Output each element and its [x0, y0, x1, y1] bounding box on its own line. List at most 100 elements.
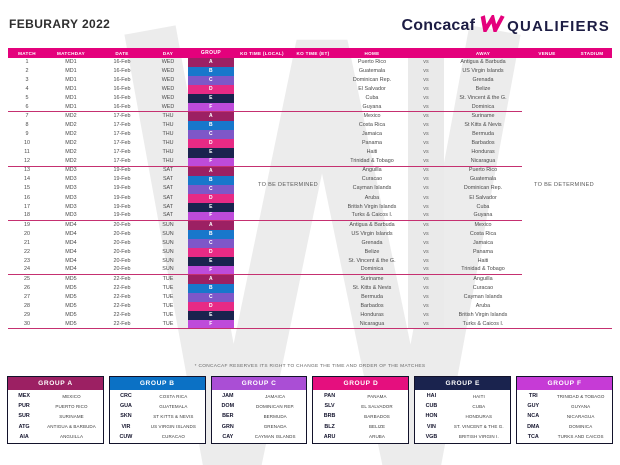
away-team: Jamaica — [472, 239, 494, 246]
legend-team-row: GRN GRENADA — [212, 422, 307, 432]
ko-et-value — [290, 130, 336, 139]
team-code: BRB — [323, 413, 336, 420]
team-name: US VIRGIN ISLANDS — [150, 424, 196, 430]
venue-value — [522, 248, 572, 257]
venue-value — [522, 212, 572, 221]
match-number: 14 — [24, 176, 30, 183]
group-legend-box: GROUP C JAM JAMAICA DOM DOMINICAN REP. B… — [210, 376, 308, 444]
header-matchday: MATCHDAY — [57, 50, 85, 56]
team-name: EL SALVADOR — [361, 403, 393, 409]
match-number: 28 — [24, 303, 30, 310]
stadium-value — [572, 67, 612, 76]
ko-et-value — [290, 239, 336, 248]
date-value: 17-Feb — [113, 122, 131, 129]
date-value: 19-Feb — [113, 203, 131, 210]
table-row: 7 MD2 17-Feb THU A Mexico vs Suriname — [8, 112, 612, 122]
match-number: 7 — [25, 113, 29, 120]
ko-et-value — [290, 76, 336, 85]
venue-value — [522, 158, 572, 167]
match-number: 27 — [24, 294, 30, 301]
matchday-value: MD2 — [65, 131, 77, 138]
vs-label: vs — [408, 220, 444, 230]
groups-legend: GROUP A MEX MEXICO PUR PUERTO RICO SUR S… — [7, 376, 613, 444]
group-box-header: GROUP F — [517, 377, 612, 390]
legend-team-row: JAM JAMAICA — [212, 391, 307, 401]
day-value: THU — [148, 158, 188, 167]
home-team: British Virgin Islands — [347, 203, 397, 210]
venue-value — [522, 94, 572, 103]
home-team: Guatemala — [358, 67, 386, 74]
group-box-header: GROUP E — [415, 377, 511, 390]
away-team: Honduras — [471, 149, 495, 156]
table-row: 4 MD1 16-Feb WED D El Salvador vs Belize — [8, 85, 612, 95]
stadium-value — [572, 76, 612, 85]
ko-et-value — [290, 275, 336, 284]
ko-et-value — [290, 320, 336, 330]
table-row: 10 MD2 17-Feb THU D Panama vs Barbados — [8, 139, 612, 149]
legend-team-row: CUW CURACAO — [110, 432, 205, 442]
ko-local-value — [234, 85, 290, 94]
group-legend-box: GROUP B CRC COSTA RICA GUA GUATEMALA SKN… — [108, 376, 206, 444]
group-box-title: GROUP D — [343, 380, 379, 387]
header-venue: VENUE — [538, 50, 556, 56]
header-away: AWAY — [475, 50, 491, 56]
venue-value — [522, 257, 572, 266]
table-row: 26 MD5 22-Feb TUE B St. Kitts & Nevis vs… — [8, 284, 612, 294]
group-legend-box: GROUP F TRI TRINIDAD & TOBAGO GUY GUYANA… — [516, 376, 613, 444]
group-pill: F — [188, 320, 234, 330]
matchday-value: MD3 — [65, 194, 77, 201]
vs-label: vs — [408, 121, 444, 131]
day-value: TUE — [162, 284, 174, 291]
team-name: MEXICO — [62, 393, 81, 399]
group-pill: A — [188, 220, 234, 230]
legend-team-row: GUA GUATEMALA — [110, 401, 205, 411]
ko-local-value — [234, 103, 290, 113]
matchday-value: MD4 — [46, 266, 96, 276]
group-pill: A — [188, 166, 234, 176]
match-number: 2 — [25, 67, 29, 74]
stadium-value — [572, 320, 612, 330]
group-pill: C — [188, 293, 234, 303]
away-team: Dominican Rep. — [463, 185, 503, 192]
date-value: 22-Feb — [113, 312, 131, 319]
matchday-value: MD5 — [65, 284, 77, 291]
logo-suffix-text: QUALIFIERS — [507, 17, 610, 35]
venue-value — [522, 112, 572, 121]
stadium-value — [572, 167, 612, 176]
team-code: TRI — [528, 393, 538, 400]
day-value: SAT — [162, 203, 174, 210]
match-number: 15 — [24, 185, 30, 192]
ko-local-value — [234, 130, 290, 139]
vs-label: vs — [408, 302, 444, 312]
home-team: Dominica — [336, 266, 408, 276]
match-number: 19 — [24, 221, 30, 228]
date-value: 22-Feb — [113, 294, 131, 301]
legend-team-row: SKN ST KITTS & NEVIS — [110, 411, 205, 421]
venue-value — [522, 239, 572, 248]
ko-local-value — [234, 212, 290, 221]
ko-local-value — [234, 266, 290, 276]
team-name: COSTA RICA — [159, 393, 188, 399]
home-team: Costa Rica — [358, 122, 386, 129]
vs-label: vs — [408, 257, 444, 267]
match-number: 24 — [8, 266, 46, 276]
vs-label: vs — [408, 67, 444, 77]
home-team: El Salvador — [358, 85, 386, 92]
date-value: 20-Feb — [113, 257, 131, 264]
team-code: GUY — [527, 403, 540, 410]
team-name: BARBADOS — [364, 413, 390, 419]
team-name: ANGUILLA — [59, 434, 84, 440]
match-number: 5 — [25, 95, 29, 101]
matchday-value: MD2 — [65, 113, 77, 120]
vs-label: vs — [408, 175, 444, 185]
legend-team-row: DMA DOMINICA — [517, 422, 612, 432]
ko-local-value — [234, 203, 290, 212]
away-team: Belize — [475, 85, 491, 92]
tbd-venues: TO BE DETERMINED — [533, 182, 595, 188]
team-code: TCA — [527, 433, 539, 440]
table-row: 30 MD5 22-Feb TUE F Nicaragua vs Turks &… — [8, 320, 612, 330]
ko-et-value — [290, 139, 336, 148]
match-number: 26 — [24, 284, 30, 291]
team-code: VIN — [426, 423, 436, 430]
vs-label: vs — [408, 229, 444, 239]
